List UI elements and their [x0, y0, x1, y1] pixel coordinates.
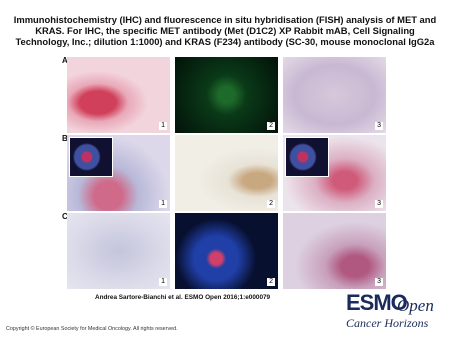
micrograph: 1: [67, 57, 170, 133]
image-number: 1: [159, 200, 167, 208]
logo-suffix: Open: [397, 296, 434, 315]
panel-label: B: [62, 134, 68, 143]
copyright: Copyright © European Society for Medical…: [6, 326, 178, 332]
image-number: 2: [267, 122, 275, 130]
inset: [285, 137, 329, 177]
micrograph: 2: [175, 135, 278, 211]
panel-label: C: [62, 212, 68, 221]
image-number: 3: [375, 200, 383, 208]
image-number: 3: [375, 122, 383, 130]
citation: Andrea Sartore-Bianchi et al. ESMO Open …: [95, 294, 271, 301]
panel-label: A: [62, 56, 68, 65]
micrograph: 1: [67, 213, 170, 289]
micrograph: 3: [283, 213, 386, 289]
micrograph: 2: [175, 213, 278, 289]
logo-brand: ESMO: [346, 290, 408, 315]
image-number: 1: [159, 278, 167, 286]
image-number: 2: [267, 200, 275, 208]
logo-tagline: Cancer Horizons: [346, 316, 429, 330]
micrograph: 2: [175, 57, 278, 133]
title: Immunohistochemistry (IHC) and fluoresce…: [13, 14, 437, 47]
micrograph: 1: [67, 135, 170, 211]
image-number: 2: [267, 278, 275, 286]
image-number: 3: [375, 278, 383, 286]
micrograph: 3: [283, 57, 386, 133]
inset: [69, 137, 113, 177]
image-number: 1: [159, 122, 167, 130]
micrograph: 3: [283, 135, 386, 211]
